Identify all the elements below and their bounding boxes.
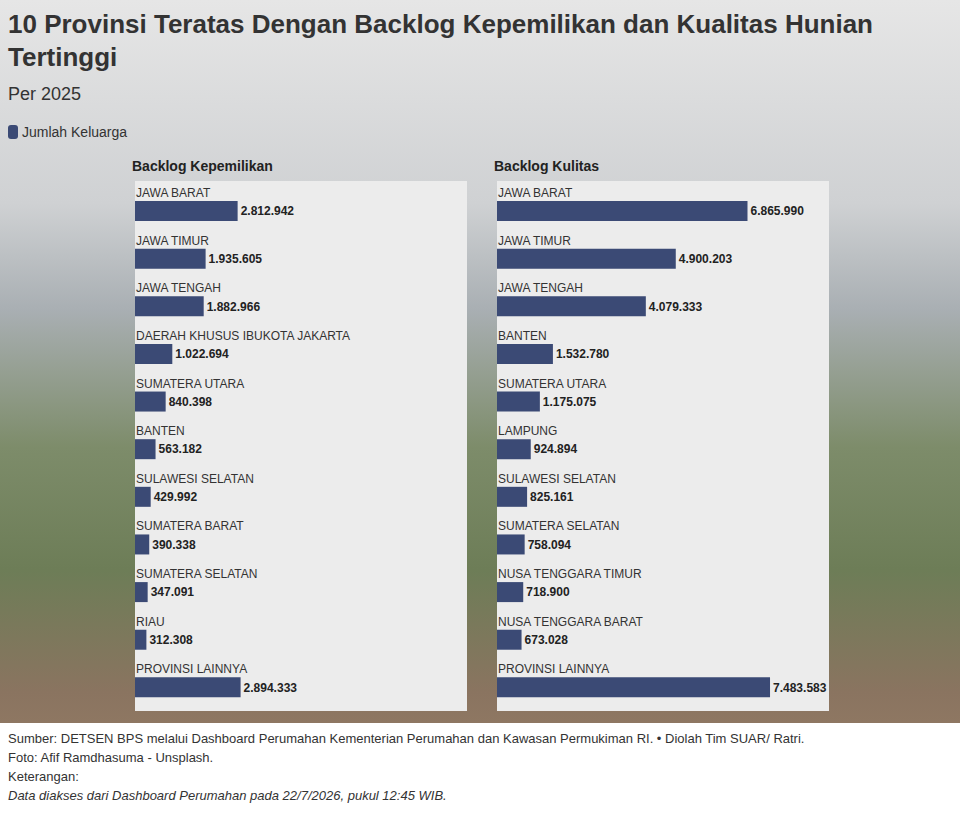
html-text:Data diakses dari Dashboard Pe: Data diakses dari Dashboard Perumahan pa… xyxy=(8,788,447,803)
svg-text:JAWA TIMUR: JAWA TIMUR xyxy=(136,234,209,248)
svg-text:4.079.333: 4.079.333 xyxy=(649,300,703,314)
svg-text:1.022.694: 1.022.694 xyxy=(175,347,229,361)
svg-text:SULAWESI SELATAN: SULAWESI SELATAN xyxy=(498,472,616,486)
svg-text:JAWA BARAT: JAWA BARAT xyxy=(136,186,211,200)
svg-text:SUMATERA UTARA: SUMATERA UTARA xyxy=(498,377,606,391)
svg-text:JAWA BARAT: JAWA BARAT xyxy=(498,186,573,200)
svg-text:1.882.966: 1.882.966 xyxy=(207,300,261,314)
svg-text:924.894: 924.894 xyxy=(534,442,578,456)
svg-text:429.992: 429.992 xyxy=(154,490,198,504)
svg-text:758.094: 758.094 xyxy=(528,538,572,552)
svg-text:825.161: 825.161 xyxy=(530,490,574,504)
svg-text:1.532.780: 1.532.780 xyxy=(556,347,610,361)
html-text:Sumber: DETSEN BPS melalui Das: Sumber: DETSEN BPS melalui Dashboard Per… xyxy=(8,731,805,746)
svg-text:NUSA TENGGARA TIMUR: NUSA TENGGARA TIMUR xyxy=(498,567,642,581)
svg-text:2.812.942: 2.812.942 xyxy=(241,204,295,218)
svg-text:4.900.203: 4.900.203 xyxy=(679,252,733,266)
svg-text:347.091: 347.091 xyxy=(151,585,195,599)
html-text:Per 2025: Per 2025 xyxy=(8,84,82,104)
svg-text:DAERAH KHUSUS IBUKOTA JAKARTA: DAERAH KHUSUS IBUKOTA JAKARTA xyxy=(136,329,350,343)
svg-text:PROVINSI LAINNYA: PROVINSI LAINNYA xyxy=(136,662,247,676)
html-text:Backlog Kepemilikan: Backlog Kepemilikan xyxy=(132,158,273,174)
svg-text:673.028: 673.028 xyxy=(525,633,569,647)
svg-text:PROVINSI LAINNYA: PROVINSI LAINNYA xyxy=(498,662,609,676)
svg-text:LAMPUNG: LAMPUNG xyxy=(498,424,557,438)
svg-text:7.483.583: 7.483.583 xyxy=(773,681,827,695)
svg-text:SUMATERA UTARA: SUMATERA UTARA xyxy=(136,377,244,391)
svg-text:BANTEN: BANTEN xyxy=(136,424,185,438)
svg-text:NUSA TENGGARA BARAT: NUSA TENGGARA BARAT xyxy=(498,615,644,629)
svg-text:JAWA TIMUR: JAWA TIMUR xyxy=(498,234,571,248)
svg-text:SUMATERA SELATAN: SUMATERA SELATAN xyxy=(136,567,257,581)
svg-text:JAWA TENGAH: JAWA TENGAH xyxy=(136,281,221,295)
svg-text:718.900: 718.900 xyxy=(526,585,570,599)
svg-text:563.182: 563.182 xyxy=(159,442,203,456)
svg-text:1.935.605: 1.935.605 xyxy=(209,252,263,266)
svg-text:390.338: 390.338 xyxy=(152,538,196,552)
html-text:Foto: Afif Ramdhasuma - Unspla: Foto: Afif Ramdhasuma - Unsplash. xyxy=(8,750,214,765)
svg-text:SULAWESI SELATAN: SULAWESI SELATAN xyxy=(136,472,254,486)
html-text:10 Provinsi Teratas Dengan Bac: 10 Provinsi Teratas Dengan Backlog Kepem… xyxy=(8,9,873,72)
svg-text:RIAU: RIAU xyxy=(136,615,165,629)
svg-text:312.308: 312.308 xyxy=(149,633,193,647)
svg-text:BANTEN: BANTEN xyxy=(498,329,547,343)
svg-text:JAWA TENGAH: JAWA TENGAH xyxy=(498,281,583,295)
svg-text:SUMATERA SELATAN: SUMATERA SELATAN xyxy=(498,519,619,533)
svg-text:SUMATERA BARAT: SUMATERA BARAT xyxy=(136,519,244,533)
svg-text:6.865.990: 6.865.990 xyxy=(750,204,804,218)
svg-text:840.398: 840.398 xyxy=(169,395,213,409)
html-text:Backlog Kulitas: Backlog Kulitas xyxy=(494,158,599,174)
html-text:Jumlah Keluarga: Jumlah Keluarga xyxy=(22,124,128,140)
svg-text:2.894.333: 2.894.333 xyxy=(244,681,298,695)
svg-text:1.175.075: 1.175.075 xyxy=(543,395,597,409)
html-text:Keterangan:: Keterangan: xyxy=(8,769,79,784)
